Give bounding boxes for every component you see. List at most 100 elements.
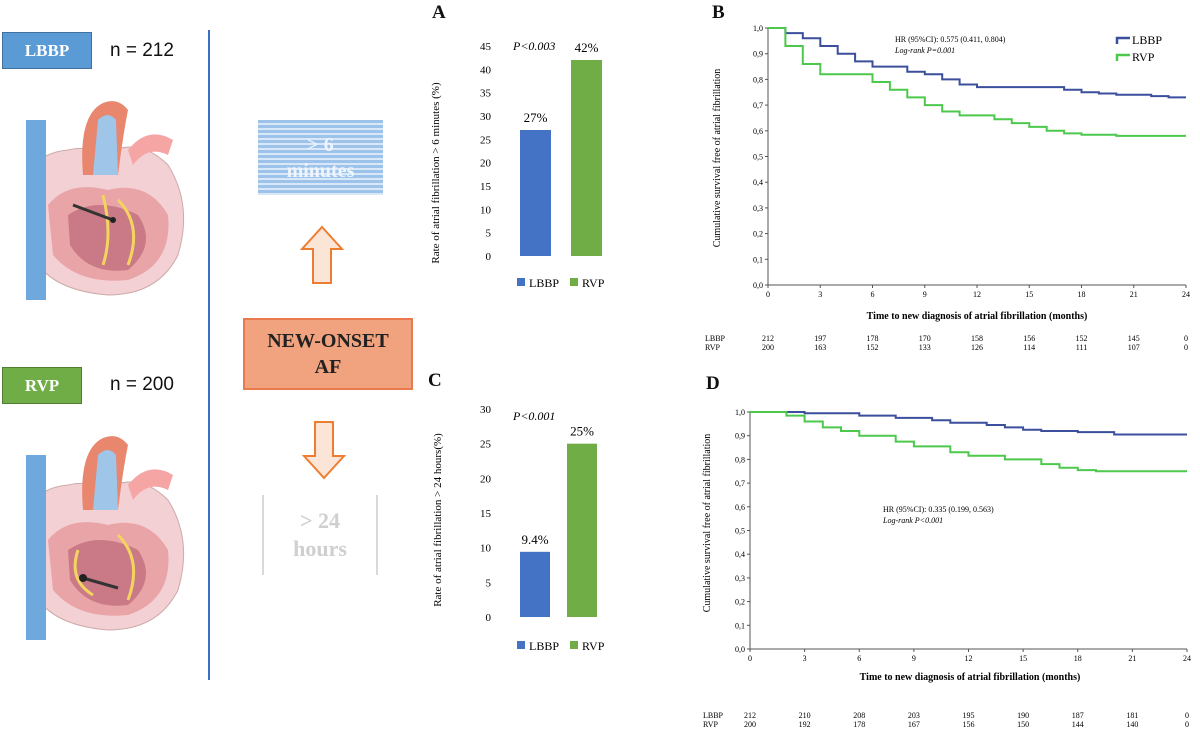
chart-d-xtick: 15 [1019,654,1027,663]
chart-a-legend-lbbp: LBBP [529,276,559,290]
chart-b-xtick: 21 [1130,290,1138,299]
chart-b-legend-lbbp-swatch [1115,36,1130,44]
chart-c-bar-lbbp [520,551,550,617]
chart-b-xlabel: Time to new diagnosis of atrial fibrilla… [867,311,1088,322]
chart-d-xtick: 0 [748,654,752,663]
chart-b-ytick: 0,4 [753,178,763,187]
km-chart-b: Cumulative survival free of atrial fibri… [705,24,1190,352]
chart-d-ytick: 0,7 [735,479,745,488]
chart-a-ytick: 20 [480,158,492,170]
twenty-four-hours-box: > 24 hours [262,495,378,575]
chart-c-legend-rvp: RVP [582,639,605,653]
chart-d-risk-value: 144 [1072,720,1084,729]
chart-a-ytick: 35 [480,88,492,100]
panel-d-letter: D [706,373,720,394]
six-minutes-line1: > 6 [307,133,334,156]
chart-a-p-value: P<0.003 [512,39,555,53]
onset-line1: NEW-ONSET [267,330,389,352]
rvp-heart-illustration [26,436,185,640]
hours-line2: hours [293,536,347,561]
chart-d-xtick: 9 [912,654,916,663]
chart-d-risk-row-label: LBBP [703,711,724,720]
chart-b-xtick: 24 [1182,290,1190,299]
down-arrow-icon [302,421,346,480]
chart-a-ytick: 15 [480,181,492,193]
chart-b-risk-value: 126 [971,343,983,352]
chart-b-legend: LBBP RVP [1115,33,1162,64]
chart-d-xtick: 3 [803,654,807,663]
rvp-label: RVP [2,367,82,404]
panel-c-letter: C [428,370,442,391]
chart-c-value-label: 9.4% [521,532,548,547]
chart-a-legend-lbbp-swatch [517,278,525,286]
chart-b-ytick: 0,5 [753,153,763,162]
chart-d-xtick: 12 [965,654,973,663]
chart-d-risk-value: 178 [853,720,865,729]
chart-d-risk-value: 203 [908,711,920,720]
chart-d-ylabel: Cumulative survival free of atrial fibri… [702,434,713,613]
chart-b-line-lbbp [768,27,1186,99]
chart-b-xtick: 18 [1078,290,1086,299]
chart-b-risk-value: 212 [762,334,774,343]
chart-a-ylabel: Rate of atrial fibrillation > 6 minutes … [430,82,442,264]
chart-c-legend-rvp-swatch [570,641,578,649]
chart-a-legend-rvp-swatch [570,278,578,286]
chart-b-risk-value: 163 [814,343,826,352]
chart-b-line-rvp [768,27,1186,137]
chart-d-risk-value: 0 [1185,720,1189,729]
chart-d-ytick: 0,1 [735,621,745,630]
chart-b-hr: HR (95%CI): 0.575 (0.411, 0.804) [895,35,1006,44]
chart-b-risk-value: 111 [1076,343,1087,352]
lbbp-n: n = 212 [110,40,174,61]
chart-d-ytick: 0,9 [735,432,745,441]
chart-a-legend: LBBP RVP [517,276,605,290]
chart-d-xlabel: Time to new diagnosis of atrial fibrilla… [860,672,1081,683]
panel-b-letter: B [712,2,725,23]
chart-b-ytick: 0,9 [753,50,763,59]
chart-d-ytick: 0,3 [735,574,745,583]
chart-d-risk-value: 187 [1072,711,1084,720]
chart-b-ytick: 0,1 [753,255,763,264]
chart-c-value-label: 25% [570,424,594,439]
hours-line1: > 24 [299,508,341,533]
chart-b-ytick: 0,2 [753,230,763,239]
chart-b-xtick: 3 [818,290,822,299]
chart-a-ytick: 0 [486,251,492,263]
chart-b-risk-value: 145 [1128,334,1140,343]
chart-d-line-lbbp [750,411,1187,436]
chart-d-ytick: 0,0 [735,645,745,654]
chart-b-risk-value: 107 [1128,343,1140,352]
onset-line2: AF [314,356,342,378]
chart-a-ytick: 5 [486,228,492,240]
chart-a-ytick: 30 [480,111,492,123]
chart-d-ytick: 0,4 [735,550,745,559]
chart-c-legend-lbbp: LBBP [529,639,559,653]
chart-b-logrank: Log-rank P=0.001 [894,46,955,55]
chart-d-risk-value: 156 [963,720,975,729]
chart-c-legend-lbbp-swatch [517,641,525,649]
chart-b-risk-value: 197 [814,334,826,343]
chart-a-value-label: 42% [575,40,599,55]
panel-a-letter: A [432,2,446,23]
chart-b-risk-value: 133 [919,343,931,352]
chart-b-risk-value: 114 [1023,343,1035,352]
chart-b-legend-rvp-swatch [1115,53,1130,61]
chart-b-ytick: 1,0 [753,24,763,33]
chart-d-ytick: 1,0 [735,408,745,417]
chart-a-value-label: 27% [524,110,548,125]
six-minutes-line2: minutes [286,159,355,182]
chart-d-ytick: 0,5 [735,527,745,536]
up-arrow-icon [300,225,344,284]
chart-c-ytick: 10 [480,543,492,555]
chart-d-risk-value: 195 [963,711,975,720]
chart-c-ytick: 30 [480,404,492,416]
chart-d-logrank: Log-rank P<0.001 [882,516,943,525]
chart-c-ytick: 25 [480,439,492,451]
new-onset-af-box: NEW-ONSET AF [243,318,413,390]
chart-d-risk-value: 181 [1126,711,1138,720]
vertical-divider [208,30,210,680]
chart-b-ylabel: Cumulative survival free of atrial fibri… [712,69,723,248]
chart-b-ytick: 0,0 [753,281,763,290]
chart-d-xtick: 18 [1074,654,1082,663]
chart-a-ytick: 45 [480,41,492,53]
